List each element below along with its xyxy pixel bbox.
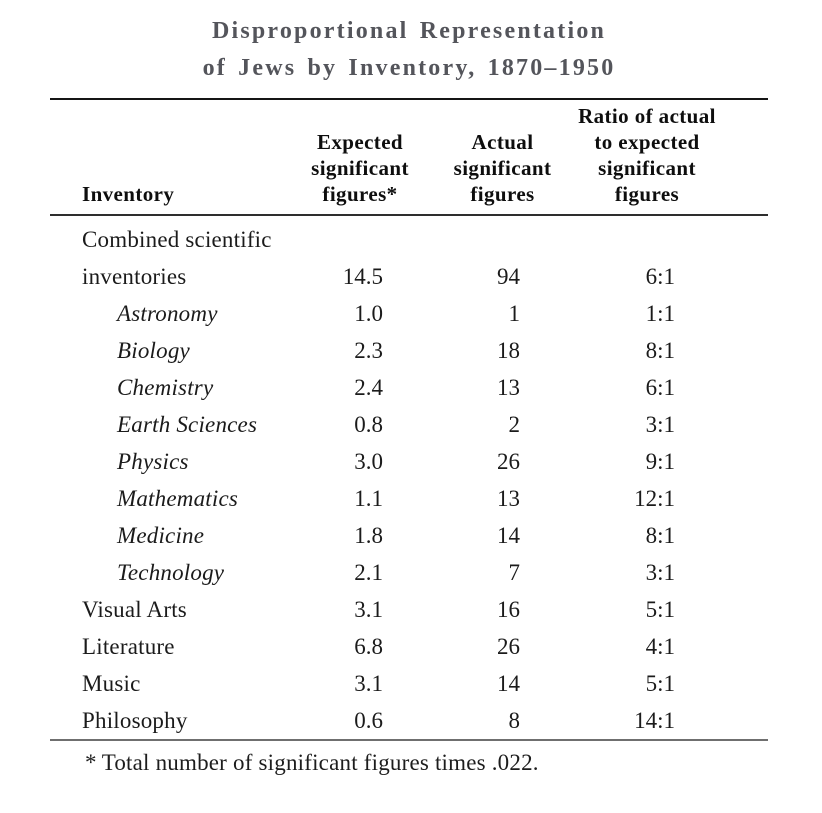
ratio-value: 8:1 bbox=[645, 523, 675, 548]
table-footnote: * Total number of significant figures tim… bbox=[50, 750, 768, 776]
row-label: Combined scientific inventories bbox=[82, 227, 272, 289]
table-header-row: Inventory Expected significant figures* Ac… bbox=[50, 100, 768, 214]
expected-value: 2.3 bbox=[354, 338, 383, 363]
table-row: Literature 6.8 26 4:1 bbox=[50, 628, 768, 665]
row-label: Biology bbox=[117, 338, 190, 363]
actual-value: 26 bbox=[497, 449, 520, 474]
ratio-value: 3:1 bbox=[645, 560, 675, 585]
expected-value: 3.1 bbox=[354, 671, 383, 696]
title-line-1: Disproportional Representation bbox=[211, 18, 607, 44]
footnote-text: Total number of significant figures time… bbox=[101, 750, 539, 775]
row-label: Technology bbox=[117, 560, 225, 585]
header-actual-figures: Actual significant figures bbox=[453, 130, 552, 206]
footnote-asterisk: * bbox=[85, 750, 97, 775]
actual-value: 14 bbox=[497, 671, 520, 696]
expected-value: 14.5 bbox=[342, 264, 383, 289]
expected-value: 0.6 bbox=[354, 708, 383, 733]
table-row: Biology 2.3 18 8:1 bbox=[50, 332, 768, 369]
row-label: Medicine bbox=[117, 523, 205, 548]
expected-value: 2.4 bbox=[354, 375, 383, 400]
top-rule bbox=[50, 98, 768, 100]
ratio-value: 9:1 bbox=[645, 449, 675, 474]
table-row: Combined scientific inventories 14.5 94 6… bbox=[50, 221, 768, 295]
ratio-value: 6:1 bbox=[645, 375, 675, 400]
actual-value: 8 bbox=[508, 708, 521, 733]
ratio-value: 6:1 bbox=[645, 264, 675, 289]
table-row: Philosophy 0.6 8 14:1 bbox=[50, 702, 768, 739]
table-body: Combined scientific inventories 14.5 94 6… bbox=[50, 216, 768, 739]
actual-value: 94 bbox=[497, 264, 520, 289]
table-row: Physics 3.0 26 9:1 bbox=[50, 443, 768, 480]
row-label: Astronomy bbox=[117, 301, 218, 326]
table-row: Chemistry 2.4 13 6:1 bbox=[50, 369, 768, 406]
expected-value: 0.8 bbox=[354, 412, 383, 437]
ratio-value: 8:1 bbox=[645, 338, 675, 363]
actual-value: 1 bbox=[508, 301, 521, 326]
table-row: Medicine 1.8 14 8:1 bbox=[50, 517, 768, 554]
row-label: Music bbox=[82, 671, 141, 696]
ratio-value: 12:1 bbox=[634, 486, 675, 511]
table-row: Astronomy 1.0 1 1:1 bbox=[50, 295, 768, 332]
row-label: Philosophy bbox=[82, 708, 188, 733]
row-label: Physics bbox=[117, 449, 189, 474]
row-label: Visual Arts bbox=[82, 597, 187, 622]
page-title: Disproportional Representation of Jews b… bbox=[50, 13, 768, 87]
header-rule bbox=[50, 214, 768, 216]
actual-value: 14 bbox=[497, 523, 520, 548]
table-row: Music 3.1 14 5:1 bbox=[50, 665, 768, 702]
table-row: Technology 2.1 7 3:1 bbox=[50, 554, 768, 591]
actual-value: 16 bbox=[497, 597, 520, 622]
expected-value: 1.0 bbox=[354, 301, 383, 326]
expected-value: 1.8 bbox=[354, 523, 383, 548]
ratio-value: 4:1 bbox=[645, 634, 675, 659]
row-label: Mathematics bbox=[117, 486, 239, 511]
header-inventory: Inventory bbox=[82, 182, 175, 206]
bottom-rule bbox=[50, 739, 768, 741]
ratio-value: 5:1 bbox=[645, 671, 675, 696]
row-label: Chemistry bbox=[117, 375, 214, 400]
ratio-value: 3:1 bbox=[645, 412, 675, 437]
ratio-value: 5:1 bbox=[645, 597, 675, 622]
actual-value: 13 bbox=[497, 375, 520, 400]
header-expected-figures: Expected significant figures* bbox=[311, 130, 409, 206]
ratio-value: 14:1 bbox=[634, 708, 675, 733]
actual-value: 18 bbox=[497, 338, 520, 363]
expected-value: 2.1 bbox=[354, 560, 383, 585]
expected-value: 3.1 bbox=[354, 597, 383, 622]
ratio-value: 1:1 bbox=[645, 301, 675, 326]
expected-value: 1.1 bbox=[354, 486, 383, 511]
actual-value: 26 bbox=[497, 634, 520, 659]
document-page: Disproportional Representation of Jews b… bbox=[50, 13, 768, 776]
expected-value: 6.8 bbox=[354, 634, 383, 659]
table-row: Earth Sciences 0.8 2 3:1 bbox=[50, 406, 768, 443]
actual-value: 2 bbox=[508, 412, 521, 437]
table-row: Visual Arts 3.1 16 5:1 bbox=[50, 591, 768, 628]
expected-value: 3.0 bbox=[354, 449, 383, 474]
title-line-2: of Jews by Inventory, 1870–1950 bbox=[202, 55, 616, 81]
actual-value: 13 bbox=[497, 486, 520, 511]
row-label: Earth Sciences bbox=[117, 412, 258, 437]
header-ratio: Ratio of actual to expected significant fig… bbox=[578, 104, 716, 206]
row-label: Literature bbox=[82, 634, 175, 659]
actual-value: 7 bbox=[508, 560, 521, 585]
table-row: Mathematics 1.1 13 12:1 bbox=[50, 480, 768, 517]
